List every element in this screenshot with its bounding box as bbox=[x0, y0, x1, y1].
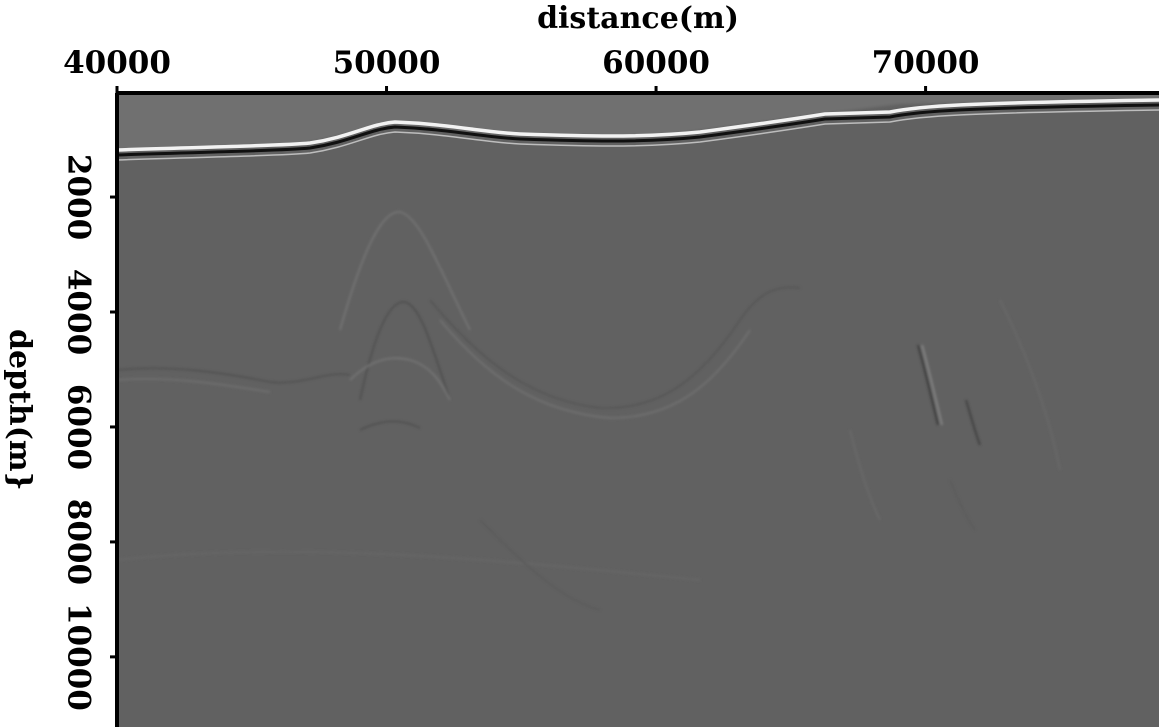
x-tick-label: 70000 bbox=[872, 45, 980, 81]
x-tick-label: 50000 bbox=[333, 45, 441, 81]
y-tick-label: 8000 bbox=[61, 499, 97, 585]
seismic-section bbox=[117, 93, 1159, 727]
chart: distance(m) depth(m} 40000 50000 60000 7000… bbox=[0, 0, 1159, 727]
page: {"chart_data": {"type": "seismic-image",… bbox=[0, 0, 1159, 727]
x-tick-label: 60000 bbox=[602, 45, 710, 81]
y-tick-label: 4000 bbox=[61, 269, 97, 355]
y-tick-label: 2000 bbox=[61, 154, 97, 240]
y-tick-label: 6000 bbox=[61, 384, 97, 470]
image-background bbox=[117, 93, 1159, 727]
y-axis-title: depth(m} bbox=[2, 329, 37, 491]
x-tick-label: 40000 bbox=[63, 45, 171, 81]
y-tick-label: 10000 bbox=[61, 603, 97, 711]
x-axis-title: distance(m) bbox=[537, 1, 739, 36]
